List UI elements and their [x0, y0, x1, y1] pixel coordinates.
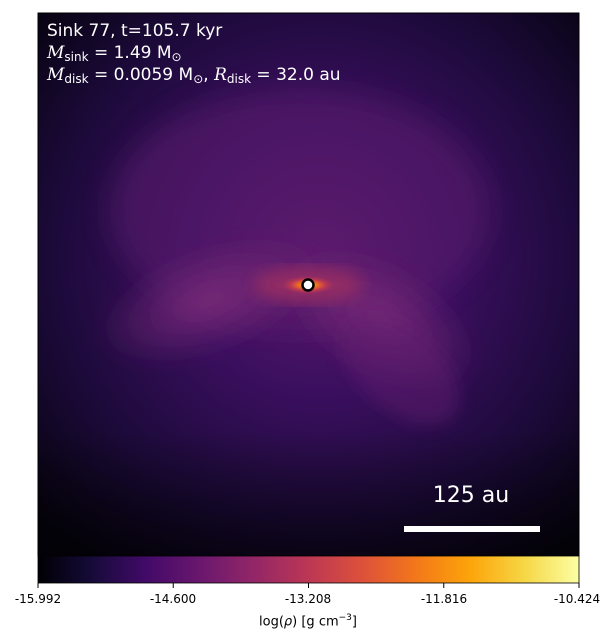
colorbar-ticks [37, 583, 580, 588]
colorbar-label-exponent: −3 [338, 613, 352, 623]
colorbar-label-rho: ρ [283, 614, 293, 630]
sink-mass: Msink = 1.49 M⊙ [47, 43, 182, 68]
colorbar-tick-label: -15.992 [14, 592, 62, 606]
colorbar [37, 555, 580, 584]
colorbar-tick-label: -14.600 [149, 592, 197, 606]
scale-bar-label: 125 au [432, 483, 510, 508]
colorbar-label: log(ρ) [g cm−3] [259, 613, 357, 629]
colorbar-tick-label: -13.208 [284, 592, 332, 606]
colorbar-tick-label: -11.816 [420, 592, 468, 606]
disk-radius-subscript: disk [226, 72, 252, 86]
colorbar-label-mid: ) [g cm [292, 614, 339, 630]
disk-mass-subscript: disk [64, 72, 89, 86]
disk-mass-value: = 0.0059 M [88, 65, 194, 85]
disk-properties: Mdisk = 0.0059 M⊙, Rdisk = 32.0 au [47, 65, 341, 90]
scale-bar [404, 526, 540, 532]
sink-mass-subscript: sink [64, 50, 89, 64]
disk-separator: , [203, 65, 215, 85]
colorbar-tick-label: -10.424 [553, 592, 601, 606]
colorbar-label-suffix: ] [351, 614, 357, 630]
colorbar-label-prefix: log( [259, 614, 284, 630]
disk-radius-symbol: R [214, 65, 227, 85]
sink-mass-symbol: M [47, 43, 65, 63]
sink-title: Sink 77, t=105.7 kyr [47, 21, 223, 41]
sink-marker [301, 278, 315, 292]
density-image [38, 13, 579, 556]
disk-mass-symbol: M [47, 65, 65, 85]
disk-mass-unit-subscript: ⊙ [193, 72, 204, 86]
sink-mass-value: = 1.49 M [88, 43, 172, 63]
disk-radius-value: = 32.0 au [251, 65, 341, 85]
sink-mass-unit-subscript: ⊙ [171, 50, 182, 64]
